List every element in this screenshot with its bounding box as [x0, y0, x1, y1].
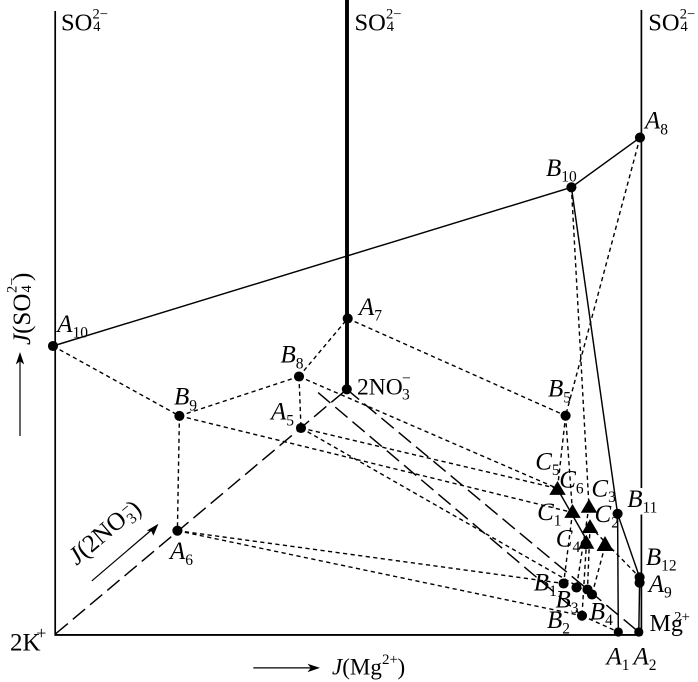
- svg-text:A1: A1: [605, 644, 630, 675]
- svg-text:2+: 2+: [674, 609, 690, 625]
- svg-text:A2: A2: [632, 644, 657, 675]
- svg-text:SO: SO: [648, 10, 679, 37]
- svg-text:A5: A5: [269, 399, 294, 430]
- svg-text:C5: C5: [535, 449, 560, 480]
- svg-text:2−: 2−: [386, 6, 401, 22]
- svg-text:A6: A6: [168, 538, 193, 569]
- svg-text:J(Mg: J(Mg: [332, 655, 382, 680]
- svg-text:2NO: 2NO: [357, 374, 403, 400]
- svg-text:+: +: [36, 623, 46, 643]
- svg-text:): ): [9, 273, 36, 281]
- svg-text:J(2NO: J(2NO: [63, 506, 132, 571]
- svg-text:4: 4: [19, 285, 35, 293]
- svg-text:2−: 2−: [5, 278, 21, 293]
- svg-text:B10: B10: [546, 155, 577, 186]
- svg-text:A8: A8: [643, 108, 668, 139]
- svg-text:4: 4: [387, 19, 395, 35]
- svg-text:J(SO: J(SO: [9, 294, 36, 345]
- svg-text:C6: C6: [559, 467, 584, 498]
- svg-text:B11: B11: [627, 486, 657, 517]
- svg-text:2−: 2−: [93, 6, 108, 22]
- svg-text:A7: A7: [357, 294, 382, 325]
- svg-text:C4: C4: [556, 525, 581, 556]
- svg-text:3: 3: [402, 387, 410, 404]
- svg-text:−: −: [402, 370, 411, 387]
- svg-text:B9: B9: [174, 384, 197, 415]
- svg-text:2K: 2K: [10, 629, 41, 656]
- svg-text:SO: SO: [61, 10, 92, 37]
- svg-text:B8: B8: [281, 342, 304, 373]
- svg-text:B1: B1: [534, 570, 557, 601]
- svg-text:4: 4: [681, 19, 689, 35]
- svg-text:2+: 2+: [382, 652, 398, 668]
- svg-text:): ): [398, 655, 406, 680]
- svg-text:Mg: Mg: [650, 611, 683, 637]
- svg-text:B4: B4: [590, 598, 613, 629]
- svg-text:4: 4: [93, 19, 101, 35]
- svg-text:B5: B5: [548, 376, 571, 407]
- svg-text:A9: A9: [647, 571, 672, 602]
- svg-text:2−: 2−: [680, 6, 695, 22]
- svg-text:A10: A10: [55, 311, 88, 342]
- svg-text:SO: SO: [355, 10, 386, 37]
